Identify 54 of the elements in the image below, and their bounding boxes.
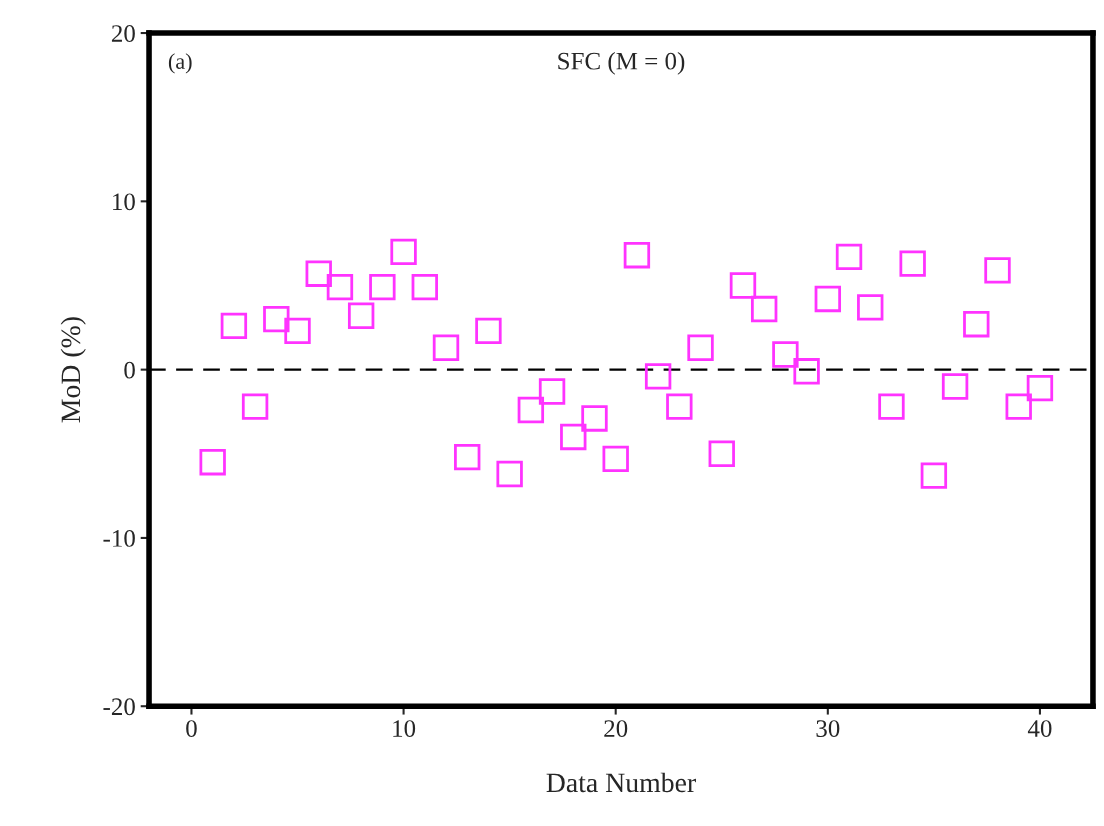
point <box>241 393 269 420</box>
point <box>305 260 332 287</box>
point <box>687 334 714 361</box>
x-tick-label: 40 <box>1027 720 1052 738</box>
x-axis-title: Data Number <box>546 772 696 793</box>
point <box>538 378 566 405</box>
point <box>220 312 248 340</box>
x-tick-label: 30 <box>816 720 840 738</box>
point <box>454 443 481 471</box>
text: SFC (M = 0) <box>558 52 685 75</box>
point <box>1005 393 1032 420</box>
point <box>390 238 417 266</box>
point <box>857 294 884 321</box>
point <box>920 462 948 489</box>
point <box>750 295 778 323</box>
point <box>263 305 290 333</box>
y-tick-label: -20 <box>103 698 135 716</box>
point <box>772 341 799 368</box>
x-tick-label: 10 <box>393 720 416 738</box>
point <box>581 405 608 432</box>
point <box>560 423 587 451</box>
point <box>984 257 1011 284</box>
point <box>475 317 502 345</box>
point <box>644 363 672 390</box>
y-tick-label: 20 <box>111 25 135 42</box>
point <box>1026 374 1054 402</box>
point <box>708 440 735 467</box>
point <box>602 445 629 473</box>
y-tick-label: 0 <box>124 361 135 379</box>
point <box>199 449 226 476</box>
y-tick-label: 10 <box>113 193 135 211</box>
x-tick-label: 0 <box>186 720 197 738</box>
point <box>899 250 926 277</box>
annotation: (a) <box>168 53 192 74</box>
point <box>347 302 375 329</box>
y-axis-title: MoD (%) <box>60 317 86 423</box>
x-tick-label: 20 <box>604 720 628 738</box>
point <box>326 273 354 301</box>
point <box>369 273 396 301</box>
point <box>284 317 311 345</box>
point <box>729 272 757 299</box>
point <box>941 373 969 400</box>
y-tick-label: -10 <box>103 529 135 547</box>
point <box>814 285 842 313</box>
point <box>878 393 905 420</box>
point <box>623 242 651 269</box>
point <box>432 334 460 361</box>
point <box>793 358 820 385</box>
point <box>835 243 863 271</box>
point <box>496 460 523 488</box>
point <box>411 273 438 301</box>
point <box>517 396 545 424</box>
point <box>666 393 693 420</box>
point <box>963 311 990 338</box>
